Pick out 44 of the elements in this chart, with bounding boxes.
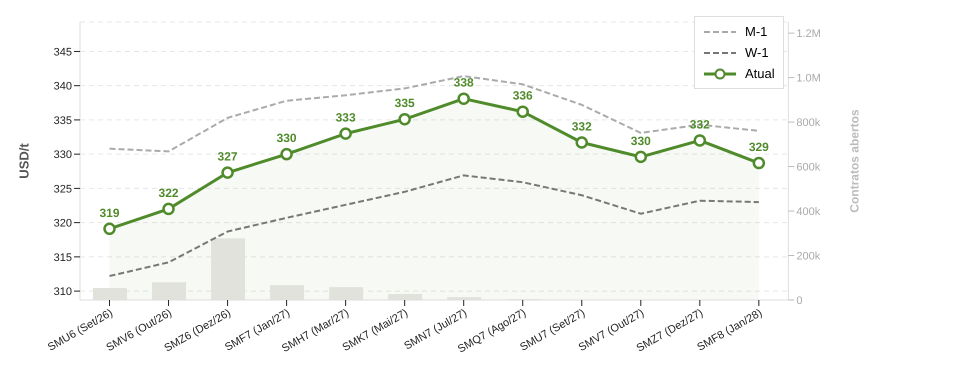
data-label: 330 <box>276 131 297 146</box>
y-tick-label: 340 <box>54 80 72 93</box>
point <box>516 105 529 118</box>
y-tick-label: 325 <box>54 183 72 196</box>
point <box>398 112 411 126</box>
data-label: 332 <box>572 120 592 134</box>
y2-tick-label: 800k <box>796 116 821 129</box>
y2-tick-label: 1.2M <box>796 28 821 40</box>
data-label: 327 <box>218 150 238 164</box>
point <box>457 92 470 105</box>
data-label: 329 <box>748 140 770 154</box>
data-label: 335 <box>394 96 415 110</box>
y2-tick-label: 600k <box>796 161 821 174</box>
point <box>339 127 352 140</box>
point <box>752 156 766 170</box>
point <box>576 136 588 149</box>
y-tick-label: 335 <box>54 114 72 127</box>
y-tick-label: 345 <box>54 46 72 58</box>
legend-label: M-1 <box>745 24 768 39</box>
point <box>280 148 293 160</box>
y2-tick-label: 1.0M <box>796 72 821 85</box>
point <box>221 166 234 179</box>
y-axis-title: USD/t <box>16 142 32 179</box>
data-label: 330 <box>630 134 652 148</box>
y2-tick-label: 400k <box>796 206 821 218</box>
point <box>103 222 116 236</box>
data-label: 332 <box>690 117 710 132</box>
y-tick-label: 320 <box>54 218 72 230</box>
y2-tick-label: 200k <box>796 250 821 262</box>
point <box>694 134 706 147</box>
y2-tick-label: 0 <box>796 294 802 307</box>
data-label: 338 <box>454 76 474 90</box>
point <box>634 150 648 164</box>
data-label: 322 <box>158 186 179 200</box>
data-label: 336 <box>512 88 534 103</box>
y2-axis-title: Contratos abertos <box>848 109 862 213</box>
legend-label: W-1 <box>745 45 769 60</box>
y-tick-label: 315 <box>54 252 72 264</box>
data-label: 333 <box>336 110 356 125</box>
point <box>162 202 175 216</box>
data-label: 319 <box>100 206 120 220</box>
y-tick-label: 310 <box>54 286 72 298</box>
legend-label: Atual <box>745 66 775 81</box>
y-tick-label: 330 <box>54 149 72 162</box>
